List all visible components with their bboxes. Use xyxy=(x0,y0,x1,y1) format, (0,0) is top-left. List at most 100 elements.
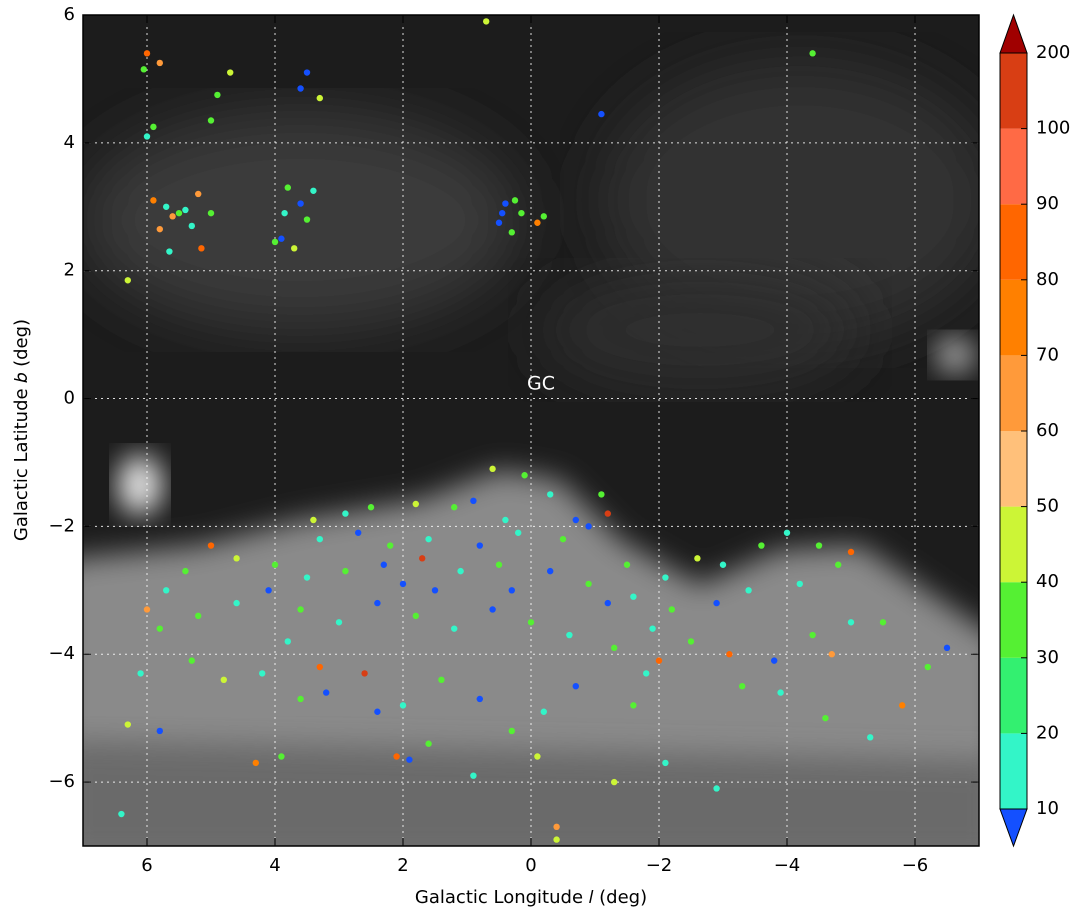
point xyxy=(527,619,535,626)
point xyxy=(303,69,311,76)
point xyxy=(156,625,163,632)
point xyxy=(297,606,304,613)
point xyxy=(508,727,515,735)
point xyxy=(470,772,477,779)
point xyxy=(553,823,560,831)
point xyxy=(438,676,445,683)
point xyxy=(521,472,528,479)
point xyxy=(604,599,611,607)
point xyxy=(143,133,151,140)
point xyxy=(355,529,362,536)
point xyxy=(425,740,432,747)
point xyxy=(207,542,215,549)
point xyxy=(796,580,803,588)
colorbar-tick-label: 10 xyxy=(1036,798,1059,819)
point xyxy=(585,580,592,588)
point xyxy=(220,676,227,683)
point xyxy=(412,612,419,620)
point xyxy=(182,567,189,575)
point xyxy=(495,219,503,226)
point xyxy=(518,209,525,217)
colorbar-tick-label: 90 xyxy=(1036,193,1059,214)
point xyxy=(265,587,272,594)
point xyxy=(367,504,375,511)
point xyxy=(188,222,195,230)
point xyxy=(668,606,675,613)
point xyxy=(502,200,509,207)
point xyxy=(297,695,304,703)
point xyxy=(284,638,291,645)
point xyxy=(412,500,419,508)
point xyxy=(687,638,695,645)
x-tick-label: 2 xyxy=(397,855,408,876)
point xyxy=(566,631,573,639)
point xyxy=(553,836,560,843)
y-tick-label: 6 xyxy=(64,4,75,25)
point xyxy=(572,516,579,524)
point xyxy=(835,561,842,568)
point xyxy=(175,209,183,217)
colorbar-segment xyxy=(1000,355,1027,431)
point xyxy=(457,567,464,575)
point xyxy=(271,561,279,568)
point xyxy=(316,535,323,543)
point xyxy=(169,213,176,220)
point xyxy=(374,599,381,607)
y-tick-label: 4 xyxy=(64,132,75,153)
point xyxy=(739,682,746,690)
point xyxy=(483,18,490,25)
point xyxy=(137,670,144,677)
point xyxy=(559,535,567,543)
point xyxy=(499,209,506,217)
point xyxy=(924,663,931,671)
point xyxy=(425,535,432,543)
point xyxy=(271,238,279,246)
point xyxy=(323,689,330,696)
x-tick-label: 0 xyxy=(525,855,536,876)
y-tick-label: −2 xyxy=(48,515,75,536)
point xyxy=(451,625,458,632)
colorbar-extend-high xyxy=(999,13,1028,54)
point xyxy=(511,197,519,204)
point xyxy=(828,651,835,658)
point xyxy=(297,200,304,207)
point xyxy=(508,587,515,594)
point xyxy=(771,657,778,664)
point xyxy=(649,625,656,632)
point xyxy=(140,66,147,73)
point xyxy=(198,245,205,252)
point xyxy=(611,644,618,652)
point xyxy=(284,184,291,191)
point xyxy=(476,695,483,703)
background-image xyxy=(83,15,979,846)
point xyxy=(694,555,701,562)
point xyxy=(713,785,720,792)
x-tick-label: −4 xyxy=(774,855,801,876)
point xyxy=(291,245,298,252)
point xyxy=(227,69,234,76)
colorbar: 10 20 30 40 50 60 70 80 90 100 200 xyxy=(999,13,1070,848)
colorbar-tick-label: 60 xyxy=(1036,420,1059,441)
point xyxy=(847,619,855,626)
point xyxy=(630,702,637,709)
point xyxy=(399,702,407,709)
point xyxy=(662,574,669,581)
point xyxy=(393,753,400,760)
point xyxy=(361,670,368,677)
colorbar-tick-label: 100 xyxy=(1036,118,1070,139)
point xyxy=(547,567,554,575)
point xyxy=(540,213,547,220)
point xyxy=(604,510,611,517)
x-axis-label: Galactic Longitude 𝑙 (deg) xyxy=(415,887,647,908)
point xyxy=(207,117,215,124)
colorbar-segment xyxy=(1000,506,1027,583)
point xyxy=(374,708,381,715)
point xyxy=(726,651,733,658)
point xyxy=(943,644,951,652)
colorbar-segment xyxy=(1000,128,1027,205)
point xyxy=(316,94,323,102)
colorbar-segment xyxy=(1000,279,1027,356)
point xyxy=(643,670,650,677)
point xyxy=(303,216,311,223)
